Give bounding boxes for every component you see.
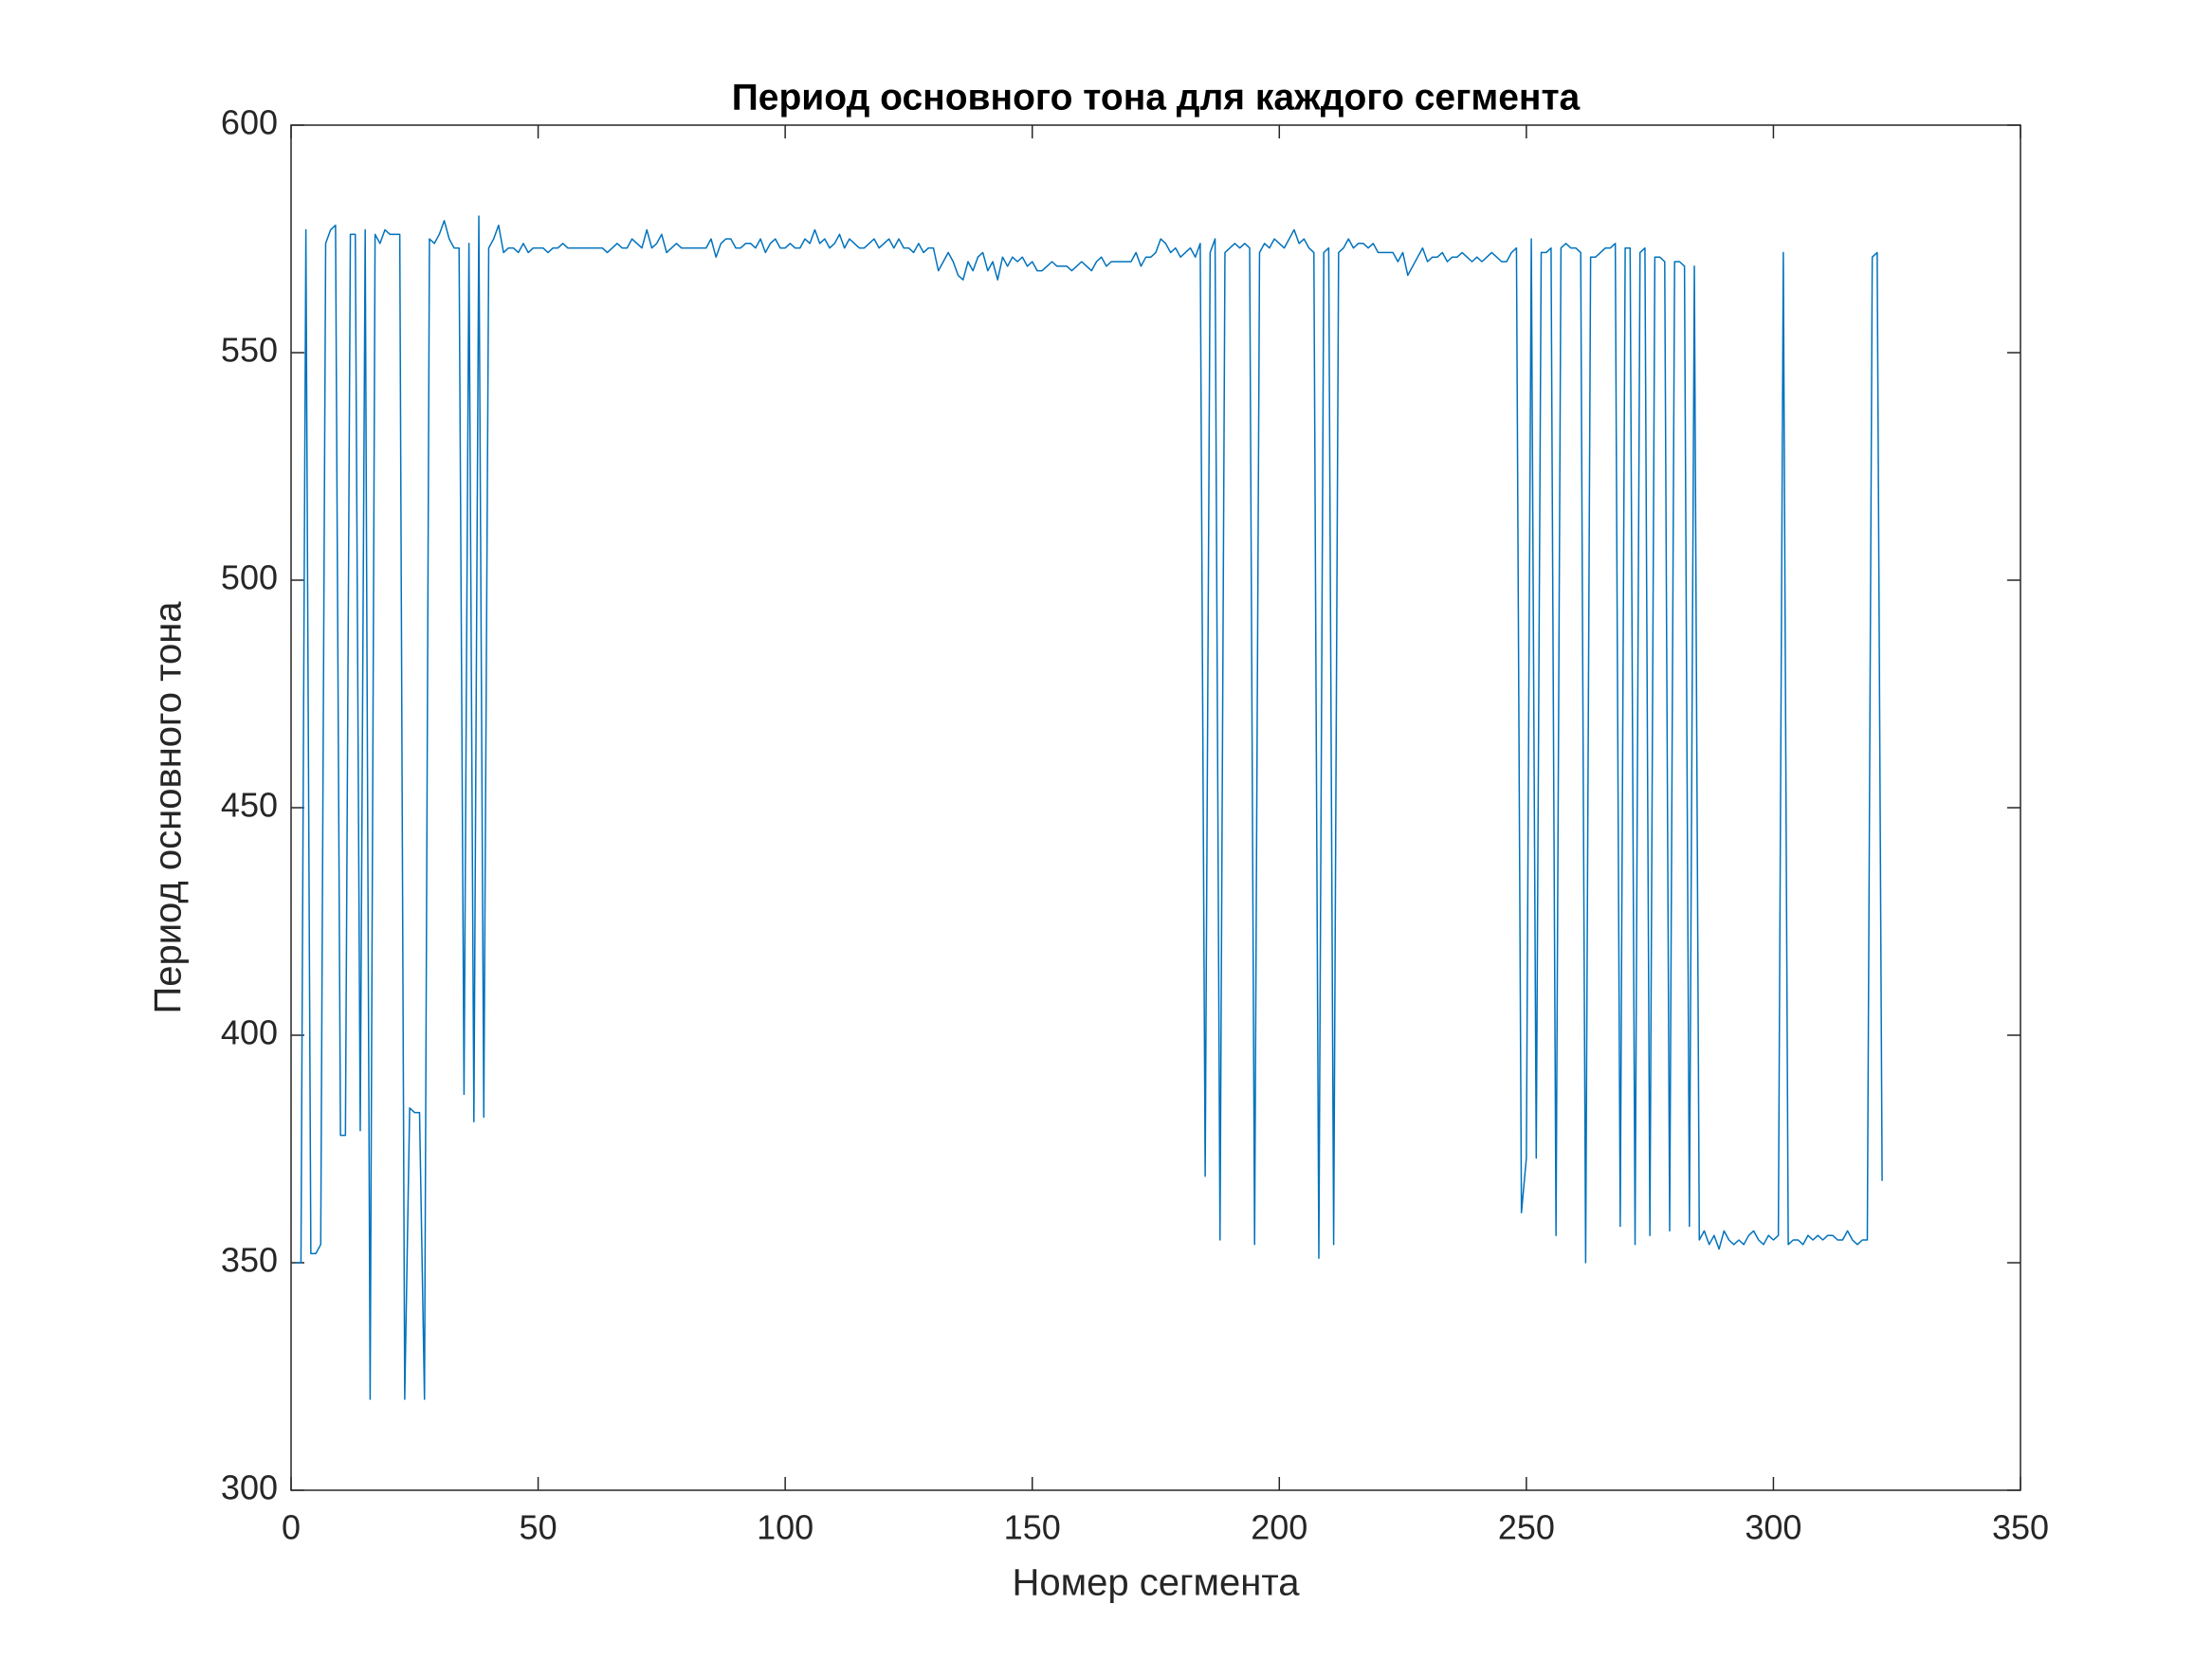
x-tick-label: 0 <box>282 1508 301 1547</box>
y-tick-label: 500 <box>221 558 278 597</box>
x-tick-label: 300 <box>1745 1508 1801 1547</box>
x-tick-label: 200 <box>1251 1508 1307 1547</box>
y-tick-label: 300 <box>221 1468 278 1507</box>
chart-title: Период основного тона для каждого сегмен… <box>732 77 1581 118</box>
y-tick-label: 600 <box>221 103 278 142</box>
x-tick-label: 50 <box>520 1508 558 1547</box>
y-axis-label: Период основного тона <box>148 601 190 1014</box>
axes-box <box>290 124 2021 1491</box>
data-line <box>296 215 1883 1400</box>
y-tick-label: 350 <box>221 1241 278 1280</box>
y-tick-label: 550 <box>221 331 278 370</box>
x-tick-label: 100 <box>757 1508 814 1547</box>
y-tick-label: 450 <box>221 786 278 825</box>
y-tick-label: 400 <box>221 1013 278 1052</box>
x-tick-label: 250 <box>1498 1508 1555 1547</box>
x-tick-label: 350 <box>1992 1508 2049 1547</box>
x-axis-label: Номер сегмента <box>1012 1562 1300 1604</box>
x-tick-label: 150 <box>1004 1508 1061 1547</box>
